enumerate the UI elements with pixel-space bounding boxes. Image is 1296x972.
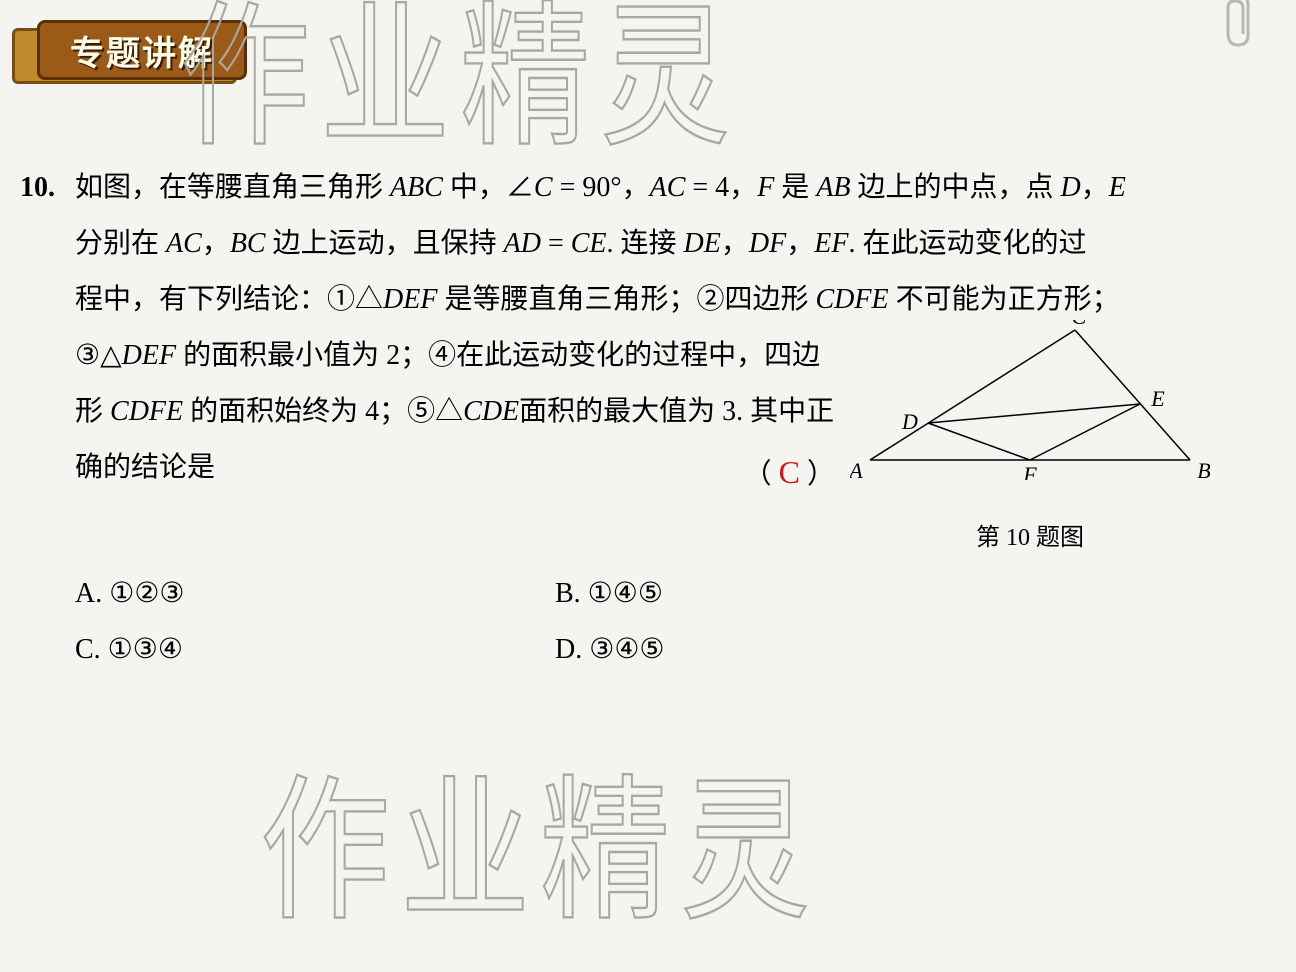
question-number: 10. [20,160,68,216]
option-c: C. ①③④ [75,622,555,678]
question-body: 如图，在等腰直角三角形 ABC 中，∠C = 90°，AC = 4，F 是 AB… [75,160,1265,678]
triangle-diagram: A B C D E F [850,320,1210,480]
question-line-2: 分别在 AC，BC 边上运动，且保持 AD = CE. 连接 DE，DF，EF.… [75,216,1265,272]
figure-container: A B C D E F 第 10 题图 [835,320,1225,562]
svg-text:D: D [901,409,918,434]
svg-text:B: B [1197,458,1210,480]
svg-text:F: F [1022,462,1037,480]
option-b: B. ①④⑤ [555,566,1035,622]
figure-caption: 第 10 题图 [835,514,1225,562]
question-line-6: 确的结论是 （ C ） [75,440,835,504]
options-block: A. ①②③ B. ①④⑤ C. ①③④ D. ③④⑤ [75,566,1265,678]
option-a: A. ①②③ [75,566,555,622]
svg-text:A: A [850,458,863,480]
question-block: 10. 如图，在等腰直角三角形 ABC 中，∠C = 90°，AC = 4，F … [20,160,1266,678]
badge-title: 专题讲解 [70,26,214,75]
svg-text:E: E [1150,386,1165,411]
correct-answer: C [779,454,800,490]
paperclip-icon [1216,0,1266,50]
question-line-5: 形 CDFE 的面积始终为 4；⑤△CDE面积的最大值为 3. 其中正 [75,384,835,440]
watermark-bottom: 作业精灵 [260,725,820,951]
topic-header-badge: 专题讲解 [12,20,272,100]
question-narrow-block: ③△DEF 的面积最小值为 2；④在此运动变化的过程中，四边 形 CDFE 的面… [75,328,835,562]
option-d: D. ③④⑤ [555,622,1035,678]
question-line-4: ③△DEF 的面积最小值为 2；④在此运动变化的过程中，四边 [75,328,835,384]
answer-paren: （ C ） [744,440,835,504]
svg-text:C: C [1072,320,1087,329]
question-line-1: 如图，在等腰直角三角形 ABC 中，∠C = 90°，AC = 4，F 是 AB… [75,160,1265,216]
